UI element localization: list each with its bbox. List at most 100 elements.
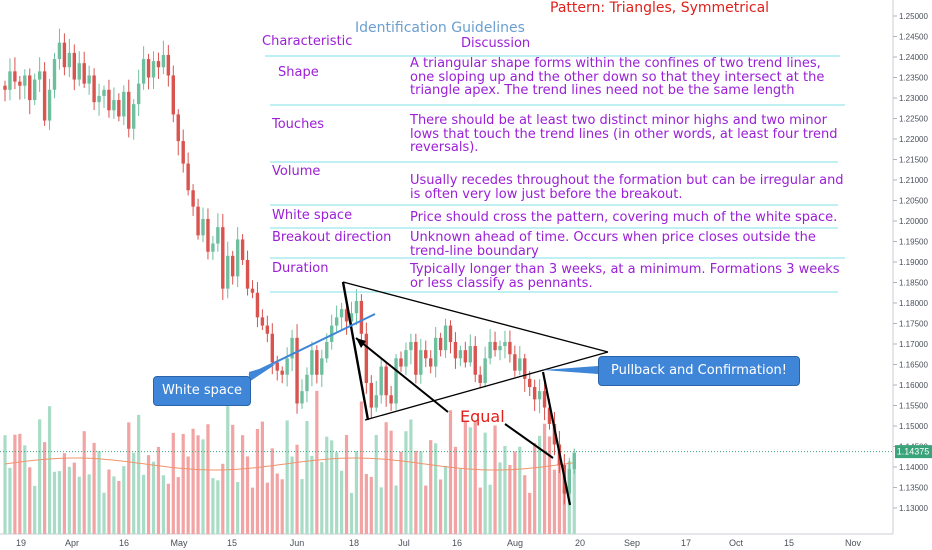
candle-body — [537, 391, 542, 400]
candle-body — [260, 317, 265, 326]
candle-body — [503, 341, 507, 347]
row-label-volume: Volume — [272, 164, 321, 179]
volume-bar — [374, 434, 378, 534]
candle-body — [136, 83, 141, 105]
volume-bar — [97, 451, 101, 534]
price-tick-label: 1.13500 — [899, 484, 928, 493]
candle-body — [23, 75, 27, 86]
white-space-pointer — [248, 313, 376, 376]
volume-bar — [384, 422, 388, 534]
candle-body — [369, 382, 373, 408]
candle-body — [532, 387, 537, 400]
volume-bar — [439, 479, 443, 534]
volume-bar — [275, 473, 279, 534]
candle-body — [458, 350, 463, 359]
price-tick-label: 1.20000 — [899, 217, 928, 226]
volume-bar — [201, 439, 205, 534]
volume-bar — [245, 456, 250, 534]
volume-bar — [359, 401, 363, 534]
candle-body — [528, 378, 532, 388]
candle-body — [404, 350, 408, 367]
equal-measure-arrow — [355, 337, 449, 413]
candle-body — [339, 309, 344, 318]
volume-bar — [335, 452, 339, 534]
pattern-height-line — [341, 281, 370, 421]
pullback-callout: Pullback and Confirmation! — [598, 356, 800, 386]
last-price-badge-box — [895, 445, 932, 459]
volume-bar — [429, 440, 433, 534]
candle-body — [13, 71, 17, 82]
candle-body — [250, 288, 255, 293]
row-text-touches: There should be at least two distinct mi… — [410, 113, 838, 155]
candle-body — [508, 341, 512, 355]
volume-bar — [325, 436, 329, 534]
volume-bar — [305, 421, 309, 534]
volume-bar — [295, 444, 299, 534]
candle-body — [186, 163, 190, 191]
candle-body — [87, 75, 91, 84]
price-tick-label: 1.25000 — [899, 12, 928, 21]
time-axis: 19 Apr 16 May 15 Jun 18 Jul 16 Aug 20 Sep 17 Oct 15 Nov — [16, 538, 862, 548]
candle-body — [245, 259, 250, 289]
candle-body — [468, 346, 472, 363]
price-tick-label: 1.22500 — [899, 115, 928, 124]
candle-body — [77, 63, 81, 80]
candle-body — [374, 395, 378, 408]
price-tick-label: 1.16000 — [899, 381, 928, 390]
volume-bar — [211, 478, 215, 534]
candle-body — [275, 362, 279, 371]
volume-bar — [255, 428, 260, 534]
volume-bar — [419, 451, 423, 534]
time-tick-label: May — [170, 538, 188, 548]
volume-bar — [552, 469, 557, 534]
volume-bar — [13, 434, 17, 534]
volume-bar — [310, 455, 314, 534]
candles — [3, 28, 576, 505]
volume-bar — [137, 414, 141, 534]
candle-body — [523, 358, 527, 379]
candle-body — [57, 42, 62, 60]
candle-body — [394, 358, 398, 404]
candle-body — [453, 341, 458, 359]
candle-body — [141, 59, 146, 84]
volume-bar — [112, 476, 116, 534]
volume-bar — [47, 406, 52, 534]
candle-body — [290, 337, 294, 359]
price-tick-label: 1.19000 — [899, 258, 928, 267]
volume-bar — [82, 431, 86, 534]
volume-bar — [364, 473, 368, 534]
candle-body — [488, 341, 492, 359]
candle-body — [211, 243, 215, 252]
candle-body — [270, 333, 274, 363]
row-text-volume: Usually recedes throughout the formation… — [410, 173, 844, 202]
volume-bar — [448, 410, 453, 534]
volume-bar — [300, 479, 304, 534]
candle-body — [552, 423, 557, 445]
candle-body — [102, 89, 106, 96]
time-tick-label: Oct — [729, 538, 744, 548]
volume-bar — [542, 423, 547, 534]
candle-body — [384, 366, 388, 396]
volume-bar — [250, 487, 255, 534]
volume-bar — [265, 482, 269, 534]
equal-arrow-head — [356, 338, 366, 348]
candle-body — [67, 52, 72, 68]
volume-bar — [166, 483, 170, 534]
candle-body — [295, 337, 299, 404]
row-text-duration: Typically longer than 3 weeks, at a mini… — [410, 262, 840, 291]
volume-bar — [394, 485, 398, 534]
volume-moving-average — [4, 457, 575, 471]
candle-body — [166, 54, 171, 76]
volume-bar — [52, 471, 57, 534]
time-tick-label: 15 — [784, 538, 794, 548]
candle-body — [82, 63, 86, 84]
volume-bar — [186, 456, 190, 534]
characteristic-header: Characteristic — [262, 34, 353, 49]
candle-body — [3, 85, 7, 90]
candle-body — [171, 75, 175, 115]
candle-body — [47, 89, 52, 121]
candle-body — [42, 71, 47, 121]
candle-body — [285, 358, 289, 375]
volume-bar — [132, 452, 136, 534]
